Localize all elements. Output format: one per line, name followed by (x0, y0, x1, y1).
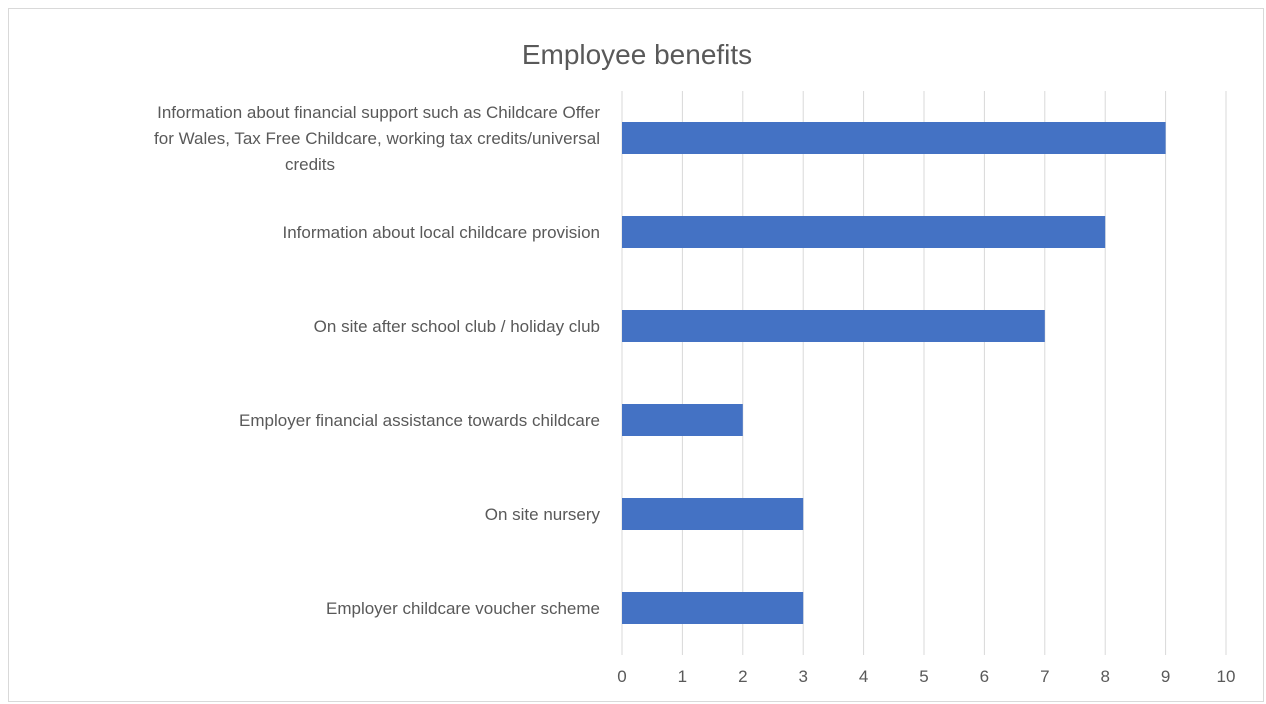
bars (622, 122, 1166, 624)
category-label: Information about local childcare provis… (282, 223, 600, 242)
x-tick-label: 8 (1100, 667, 1109, 686)
bar (622, 216, 1106, 248)
bar (622, 498, 804, 530)
x-axis-ticks: 0 1 2 3 4 5 6 7 8 9 10 (617, 667, 1235, 686)
category-label: On site after school club / holiday club (314, 317, 600, 336)
x-tick-label: 2 (738, 667, 747, 686)
x-tick-label: 10 (1217, 667, 1236, 686)
x-tick-label: 3 (798, 667, 807, 686)
category-labels: Information about financial support such… (154, 103, 600, 618)
bar (622, 592, 804, 624)
category-label-line: Information about financial support such… (157, 103, 600, 122)
category-label: Information about financial support such… (154, 103, 600, 174)
category-label-line: Employer childcare voucher scheme (326, 599, 600, 618)
x-tick-label: 1 (678, 667, 687, 686)
category-label-line: Information about local childcare provis… (282, 223, 600, 242)
gridlines (621, 91, 1227, 655)
category-label-line: Employer financial assistance towards ch… (239, 411, 600, 430)
category-label-line: On site nursery (485, 505, 601, 524)
category-label: Employer childcare voucher scheme (326, 599, 600, 618)
bar (622, 404, 743, 436)
bar (622, 122, 1166, 154)
category-label-line: for Wales, Tax Free Childcare, working t… (154, 129, 600, 148)
category-label-line: credits (285, 155, 335, 174)
category-label-line: On site after school club / holiday club (314, 317, 600, 336)
category-label: On site nursery (485, 505, 601, 524)
x-tick-label: 9 (1161, 667, 1170, 686)
x-tick-label: 4 (859, 667, 868, 686)
x-tick-label: 5 (919, 667, 928, 686)
bar (622, 310, 1045, 342)
x-tick-label: 7 (1040, 667, 1049, 686)
x-tick-label: 6 (980, 667, 989, 686)
chart-title: Employee benefits (522, 39, 752, 70)
category-label: Employer financial assistance towards ch… (239, 411, 600, 430)
x-tick-label: 0 (617, 667, 626, 686)
